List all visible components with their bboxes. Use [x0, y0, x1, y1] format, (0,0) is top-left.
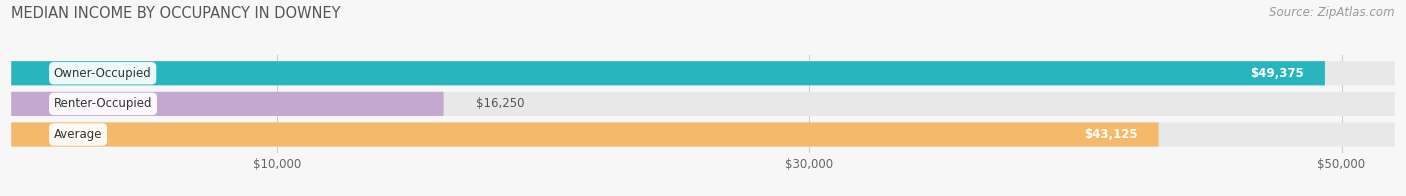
FancyBboxPatch shape	[11, 122, 1395, 147]
FancyBboxPatch shape	[11, 92, 443, 116]
Text: Average: Average	[53, 128, 103, 141]
Text: MEDIAN INCOME BY OCCUPANCY IN DOWNEY: MEDIAN INCOME BY OCCUPANCY IN DOWNEY	[11, 6, 340, 21]
Text: $49,375: $49,375	[1250, 67, 1303, 80]
Text: Source: ZipAtlas.com: Source: ZipAtlas.com	[1270, 6, 1395, 19]
Text: $43,125: $43,125	[1084, 128, 1137, 141]
Text: Owner-Occupied: Owner-Occupied	[53, 67, 152, 80]
FancyBboxPatch shape	[11, 61, 1324, 85]
Text: $16,250: $16,250	[475, 97, 524, 110]
FancyBboxPatch shape	[11, 61, 1395, 85]
FancyBboxPatch shape	[11, 92, 1395, 116]
Text: Renter-Occupied: Renter-Occupied	[53, 97, 152, 110]
FancyBboxPatch shape	[11, 122, 1159, 147]
